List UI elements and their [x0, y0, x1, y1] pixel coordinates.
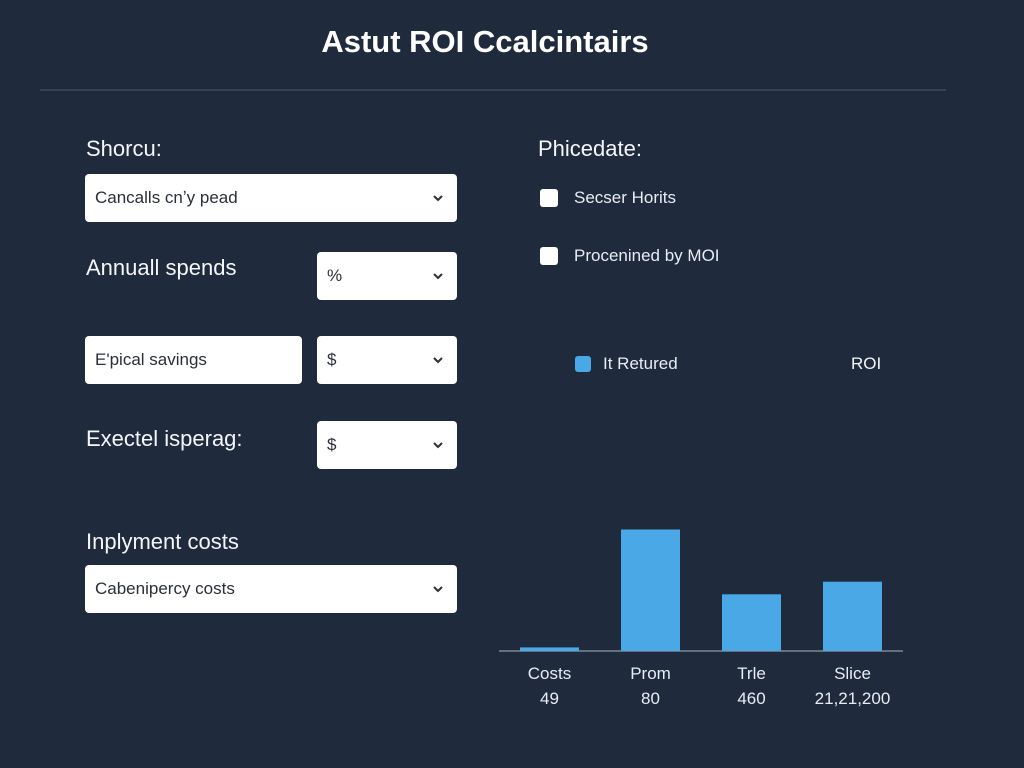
category-label: Trle	[737, 664, 766, 683]
expected-label: Exectel isperag:	[86, 426, 243, 451]
page-title: Astut ROI Ccalcintairs	[321, 24, 649, 59]
option-secser-horits[interactable]: Secser Horits	[540, 188, 676, 208]
annual-spends-label: Annuall spends	[86, 255, 237, 280]
legend-roi-label: ROI	[851, 354, 882, 373]
category-label: Slice	[834, 664, 871, 683]
savings-input-value: E'pical savings	[95, 350, 207, 369]
annual-spends-unit-select[interactable]: %	[317, 252, 457, 300]
header-divider	[40, 89, 946, 91]
option-label: Procenined by MOI	[574, 246, 720, 265]
savings-input[interactable]: E'pical savings	[85, 336, 302, 384]
shorcu-label: Shorcu:	[86, 136, 162, 161]
checkbox[interactable]	[540, 189, 558, 207]
expected-unit-select[interactable]: $	[317, 421, 457, 469]
bar-chart-svg: Costs 49 Prom 80 Trle 460 Slice 21,21,200	[499, 529, 903, 708]
legend-series-label: It Retured	[603, 354, 678, 373]
roi-bar-chart: Costs 49 Prom 80 Trle 460 Slice 21,21,200	[496, 500, 908, 720]
chevron-down-icon	[433, 195, 443, 202]
checkbox[interactable]	[540, 247, 558, 265]
category-label: Prom	[630, 664, 671, 683]
value-label: 49	[540, 689, 559, 708]
chevron-down-icon	[433, 273, 443, 280]
shorcu-select-value: Cancalls cnʼy pead	[95, 188, 238, 207]
option-label: Secser Horits	[574, 188, 677, 207]
chevron-down-icon	[433, 586, 443, 593]
bar-costs	[520, 647, 579, 651]
option-procenined-by-moi[interactable]: Procenined by MOI	[540, 246, 720, 266]
value-label: 460	[737, 689, 765, 708]
value-label: 80	[641, 689, 660, 708]
savings-unit-select[interactable]: $	[317, 336, 457, 384]
chevron-down-icon	[433, 442, 443, 449]
phicedate-label: Phicedate:	[538, 136, 642, 161]
value-label: 21,21,200	[815, 689, 891, 708]
implementation-costs-value: Cabenipercy costs	[95, 579, 235, 598]
implementation-costs-label: Inplyment costs	[86, 529, 239, 554]
savings-unit-value: $	[327, 350, 337, 369]
legend-swatch	[575, 356, 591, 372]
chevron-down-icon	[433, 357, 443, 364]
bar-prom	[621, 529, 680, 651]
annual-unit-value: %	[327, 266, 343, 285]
shorcu-select[interactable]: Cancalls cnʼy pead	[85, 174, 457, 222]
bar-trle	[722, 594, 781, 651]
category-label: Costs	[528, 664, 571, 683]
implementation-costs-select[interactable]: Cabenipercy costs	[85, 565, 457, 613]
expected-unit-value: $	[327, 435, 337, 454]
chart-legend: It Retured	[575, 354, 678, 374]
bar-slice	[823, 581, 882, 651]
